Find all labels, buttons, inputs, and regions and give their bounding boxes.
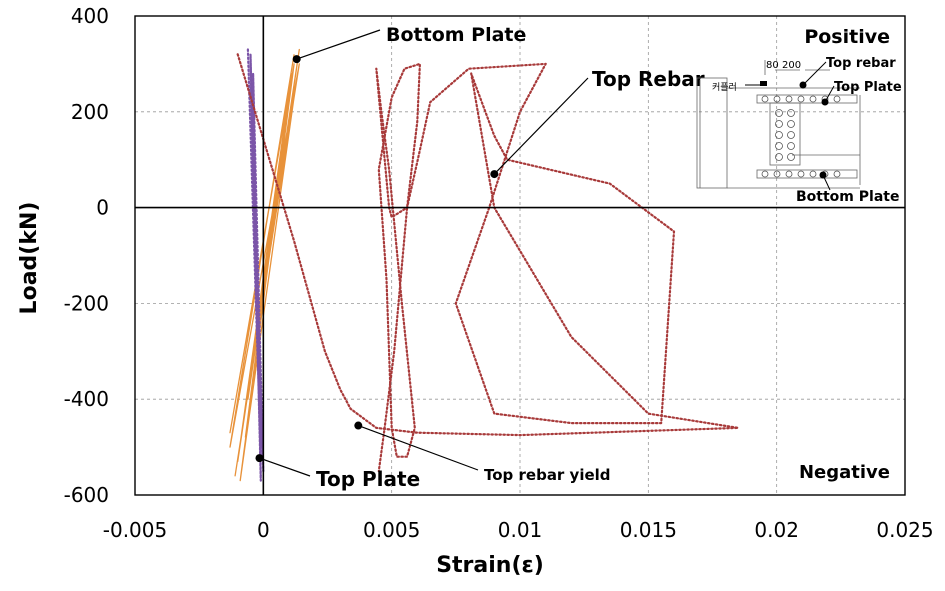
annotation-label: Top Rebar (592, 67, 705, 91)
inset-marker-top-rebar (799, 81, 807, 89)
annotation-marker (292, 55, 301, 64)
annotation-leader (259, 457, 311, 477)
inset-bolt (787, 142, 795, 150)
inset-bolt (833, 95, 841, 103)
inset-marker-bottom-plate (819, 171, 827, 179)
inset-marker-top-plate (821, 98, 829, 106)
x-tick-label: -0.005 (103, 518, 167, 542)
annotation-label: Top Plate (316, 467, 420, 491)
inset-bolt (787, 109, 795, 117)
inset-bolt (787, 153, 795, 161)
inset-bolt (809, 170, 817, 178)
tick-labels: -0.005 0 0.005 0.01 0.015 0.02 0.025 400 200 0 -20… (64, 4, 934, 542)
inset-bolt (775, 142, 783, 150)
inset-bolt (775, 153, 783, 161)
inset-label-top-plate: Top Plate (834, 80, 902, 95)
y-tick-label: -200 (64, 291, 109, 315)
plot-frame (134, 15, 906, 496)
y-axis-title: Load(kN) (17, 202, 42, 315)
inset-bolt (773, 95, 781, 103)
inset-dim-200: 200 (782, 60, 801, 71)
x-tick-label: 0.02 (754, 518, 799, 542)
annotation-marker (354, 421, 363, 430)
connection-detail-inset: Positive 80 200 Top rebar Top Plate Bott… (696, 26, 902, 205)
inset-dim-80: 80 (766, 60, 779, 71)
y-tick-label: 200 (71, 100, 109, 124)
inset-bolt (785, 170, 793, 178)
inset-bolt (775, 120, 783, 128)
inset-bolt (797, 170, 805, 178)
axes (134, 15, 906, 496)
inset-bolt (761, 170, 769, 178)
inset-bolt (761, 95, 769, 103)
x-tick-label: 0.005 (363, 518, 420, 542)
y-tick-label: -600 (64, 483, 109, 507)
inset-bolt (775, 131, 783, 139)
inset-bolt (809, 95, 817, 103)
y-tick-label: -400 (64, 387, 109, 411)
annotation-leader (493, 77, 589, 175)
y-tick-label: 400 (71, 4, 109, 28)
series-line-2 (236, 53, 740, 473)
inset-bolt (833, 170, 841, 178)
inset-label-bottom-plate: Bottom Plate (796, 189, 899, 205)
inset-drawing (696, 60, 861, 189)
inset-coupler-mark (760, 81, 767, 86)
annotation-leader (296, 29, 381, 60)
inset-label-coupler: 커플러 (712, 82, 737, 93)
inset-bolt (775, 109, 783, 117)
x-tick-label: 0.025 (876, 518, 933, 542)
annotation-leader (358, 424, 479, 471)
series-layer (229, 48, 740, 482)
annotation-marker (490, 170, 499, 179)
inset-bolt (785, 95, 793, 103)
inset-bolt (773, 170, 781, 178)
inset-bolt (797, 95, 805, 103)
annotation-label: Top rebar yield (484, 466, 611, 484)
inset-bolt (787, 120, 795, 128)
inset-title: Positive (804, 26, 890, 48)
x-axis-title: Strain(ε) (436, 553, 544, 578)
x-tick-label: 0.015 (620, 518, 677, 542)
annotation-marker (255, 454, 264, 463)
y-tick-label: 0 (96, 196, 109, 220)
x-tick-label: 0 (257, 518, 270, 542)
series-line-0 (229, 48, 300, 482)
inset-bolt (787, 131, 795, 139)
annotations: Bottom Plate Top Rebar Top Plate Top rebar … (255, 24, 705, 491)
annotation-label: Bottom Plate (386, 24, 526, 46)
inset-label-top-rebar: Top rebar (826, 56, 896, 71)
series-line-1 (246, 48, 265, 482)
x-tick-label: 0.01 (498, 518, 543, 542)
region-label-negative: Negative (799, 462, 890, 483)
